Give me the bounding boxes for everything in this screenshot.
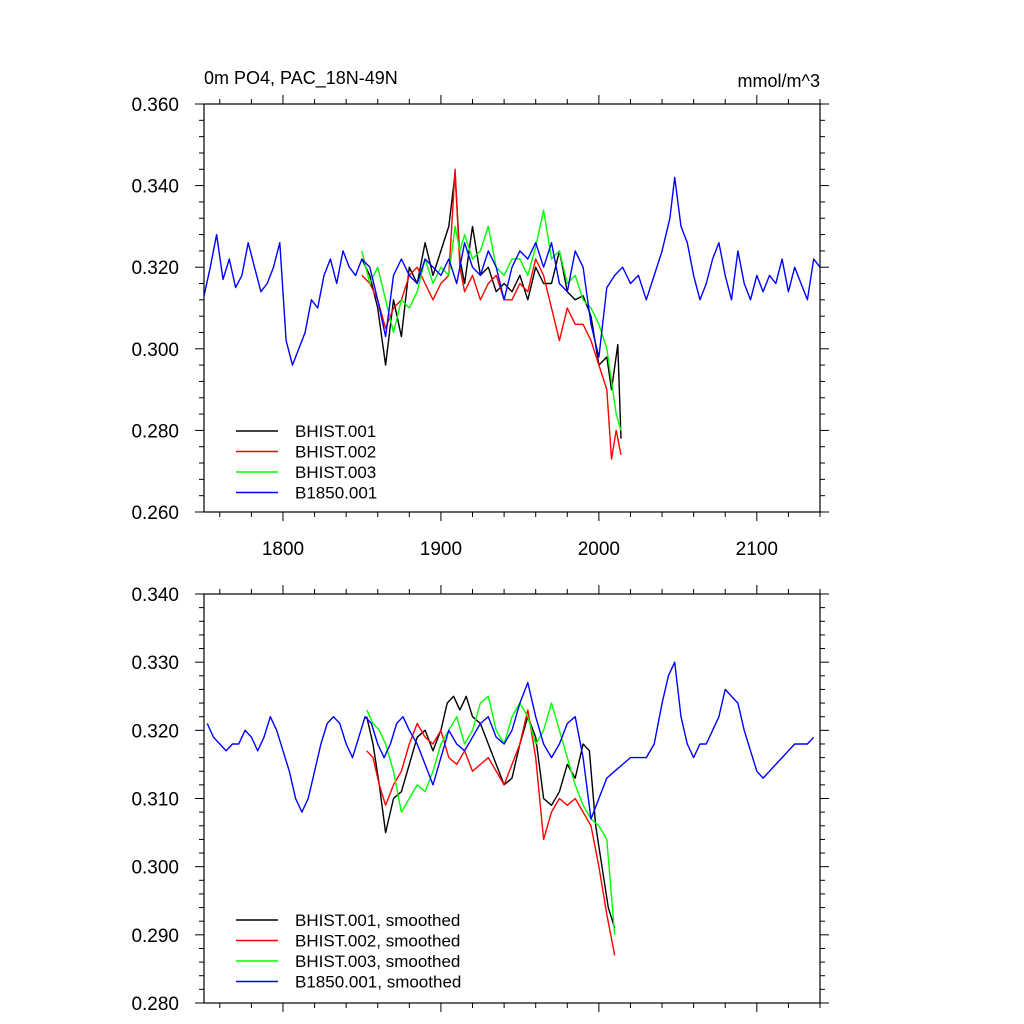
- bottom-legend-label-2: BHIST.002, smoothed: [295, 932, 460, 951]
- bottom-plot-frame: [203, 593, 821, 1004]
- bottom-series-lines: [206, 661, 815, 956]
- bottom-legend: BHIST.001, smoothed BHIST.002, smoothedBH…: [236, 911, 461, 992]
- top-ytick-label: 0.360: [131, 95, 179, 116]
- bottom-ytick-label: 0.340: [131, 585, 179, 606]
- bottom-panel: 0.280 0.290 0.300 0.310 0.320 0.330 0.340 BHIS…: [131, 585, 829, 1015]
- top-xtick-label: 2000: [578, 539, 620, 560]
- top-plot-frame: [203, 103, 821, 513]
- top-ytick-label: 0.280: [131, 421, 179, 442]
- bottom-axis-ticks: 0.280 0.290 0.300 0.310 0.320 0.330 0.340: [131, 585, 829, 1015]
- bottom-series-line-2: [366, 709, 616, 956]
- bottom-legend-label-4: B1850.001, smoothed: [295, 973, 461, 992]
- top-panel: 0m PO4, PAC_18N-49N mmol/m^3 0.2600.2800…: [131, 68, 829, 560]
- bottom-ytick-label: 0.300: [131, 858, 179, 879]
- bottom-ytick-label: 0.320: [131, 721, 179, 742]
- top-chart-title: 0m PO4, PAC_18N-49N: [204, 68, 398, 89]
- top-legend-label-4: B1850.001: [295, 484, 377, 503]
- top-ytick-label: 0.320: [131, 258, 179, 279]
- top-ytick-label: 0.300: [131, 340, 179, 361]
- bottom-series-line-4: [206, 661, 815, 820]
- bottom-series-line-3: [366, 695, 616, 935]
- bottom-ytick-label: 0.290: [131, 926, 179, 947]
- top-ytick-label: 0.340: [131, 177, 179, 198]
- top-xtick-label: 1900: [420, 539, 462, 560]
- bottom-ytick-label: 0.280: [131, 994, 179, 1015]
- top-chart-units: mmol/m^3: [738, 71, 820, 91]
- bottom-legend-label-1: BHIST.001, smoothed: [295, 911, 460, 930]
- top-legend-label-3: BHIST.003: [295, 463, 376, 482]
- top-axis-ticks: 0.260 0.280 0.300 0.320 0.340 0.360 1800 1900 20…: [131, 95, 829, 560]
- bottom-series-line-1: [366, 695, 616, 929]
- top-ytick-label: 0.260: [131, 503, 179, 524]
- bottom-legend-label-3: BHIST.003, smoothed: [295, 952, 460, 971]
- top-legend-label-1: BHIST.001: [295, 422, 376, 441]
- top-legend-label-2: BHIST.002: [295, 443, 376, 462]
- bottom-ytick-label: 0.310: [131, 790, 179, 811]
- top-xtick-label: 2100: [736, 539, 778, 560]
- top-series-lines: [203, 168, 821, 460]
- top-series-line-4: [203, 176, 821, 366]
- top-series-line-3: [361, 209, 622, 431]
- bottom-ytick-label: 0.330: [131, 653, 179, 674]
- top-xtick-label: 1800: [262, 539, 304, 560]
- top-series-line-2: [361, 168, 622, 460]
